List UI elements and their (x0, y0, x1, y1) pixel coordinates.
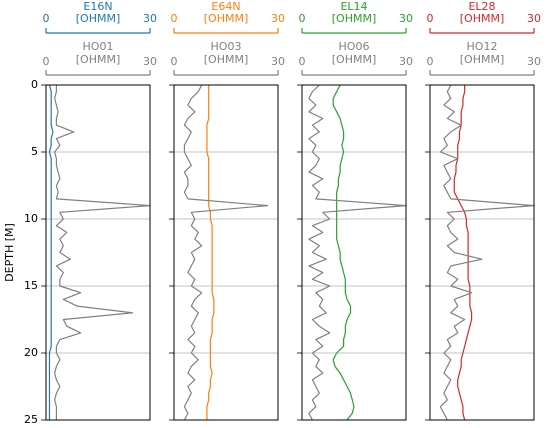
axis-name: HO06 (339, 40, 370, 53)
x-tick-label: 30 (271, 12, 285, 25)
axis-name: E16N (83, 0, 112, 13)
y-tick-label: 15 (24, 279, 38, 292)
log-curve (48, 84, 54, 420)
axis-unit: [OHMM] (76, 12, 121, 25)
axis-name: EL28 (468, 0, 495, 13)
log-curve (54, 85, 151, 420)
axis-name: E64N (211, 0, 240, 13)
axis-unit: [OHMM] (76, 53, 121, 66)
track-frame (45, 84, 151, 421)
log-curve (206, 85, 215, 420)
axis-unit: [OHMM] (460, 12, 505, 25)
log-curve (308, 84, 407, 421)
track-frame (173, 84, 279, 421)
log-curve (453, 85, 473, 421)
x-tick-label: 30 (399, 55, 413, 68)
axis-unit: [OHMM] (332, 53, 377, 66)
y-tick-label: 20 (24, 346, 38, 359)
x-tick-label: 0 (427, 55, 434, 68)
x-tick-label: 30 (399, 12, 413, 25)
axis-unit: [OHMM] (460, 53, 505, 66)
x-tick-label: 0 (299, 12, 306, 25)
axis-name: HO03 (211, 40, 242, 53)
y-axis-label: DEPTH [M] (3, 223, 16, 282)
log-curve (332, 84, 355, 421)
y-tick-label: 5 (31, 145, 38, 158)
x-tick-label: 0 (171, 55, 178, 68)
axis-name: HO01 (83, 40, 114, 53)
axis-unit: [OHMM] (204, 53, 249, 66)
x-tick-label: 0 (43, 12, 50, 25)
axis-unit: [OHMM] (332, 12, 377, 25)
x-tick-label: 30 (527, 12, 541, 25)
track-frame (429, 84, 535, 421)
axis-unit: [OHMM] (204, 12, 249, 25)
x-tick-label: 0 (299, 55, 306, 68)
x-tick-label: 30 (527, 55, 541, 68)
x-tick-label: 30 (143, 55, 157, 68)
axis-name: EL14 (340, 0, 367, 13)
y-tick-label: 0 (31, 78, 38, 91)
x-tick-label: 30 (271, 55, 285, 68)
y-tick-label: 25 (24, 413, 38, 426)
axis-name: HO12 (467, 40, 498, 53)
log-curve (439, 84, 535, 421)
x-tick-label: 0 (171, 12, 178, 25)
log-curve (183, 84, 269, 421)
x-tick-label: 30 (143, 12, 157, 25)
y-tick-label: 10 (24, 212, 38, 225)
x-tick-label: 0 (43, 55, 50, 68)
track-frame (301, 84, 407, 421)
x-tick-label: 0 (427, 12, 434, 25)
